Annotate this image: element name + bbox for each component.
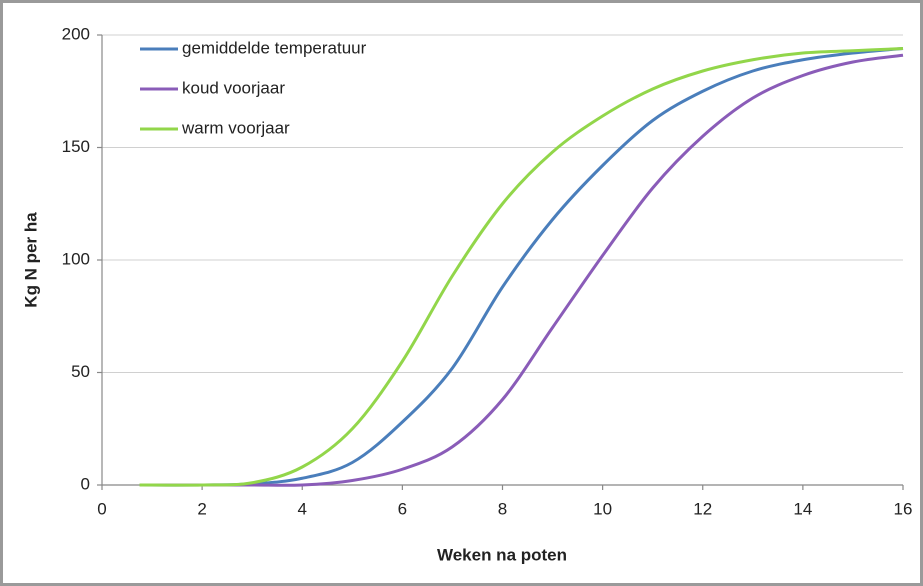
x-tick-label: 16 — [894, 499, 913, 518]
data-line — [139, 47, 904, 487]
y-tick-label: 100 — [62, 249, 90, 268]
y-tick-label: 200 — [62, 24, 90, 43]
legend-label: koud voorjaar — [182, 78, 285, 97]
data-line — [139, 53, 904, 487]
y-tick-label: 0 — [81, 474, 90, 493]
x-tick-label: 8 — [498, 499, 507, 518]
x-tick-label: 0 — [97, 499, 106, 518]
y-axis-title: Kg N per ha — [21, 212, 40, 308]
x-tick-label: 12 — [693, 499, 712, 518]
x-tick-label: 14 — [793, 499, 812, 518]
x-axis-title: Weken na poten — [437, 545, 567, 564]
data-line — [139, 47, 904, 487]
legend-label: gemiddelde temperatuur — [182, 38, 367, 57]
x-tick-label: 4 — [298, 499, 307, 518]
x-tick-label: 10 — [593, 499, 612, 518]
y-tick-label: 150 — [62, 137, 90, 156]
x-tick-label: 6 — [398, 499, 407, 518]
y-tick-label: 50 — [71, 362, 90, 381]
legend-label: warm voorjaar — [181, 118, 290, 137]
x-tick-label: 2 — [197, 499, 206, 518]
